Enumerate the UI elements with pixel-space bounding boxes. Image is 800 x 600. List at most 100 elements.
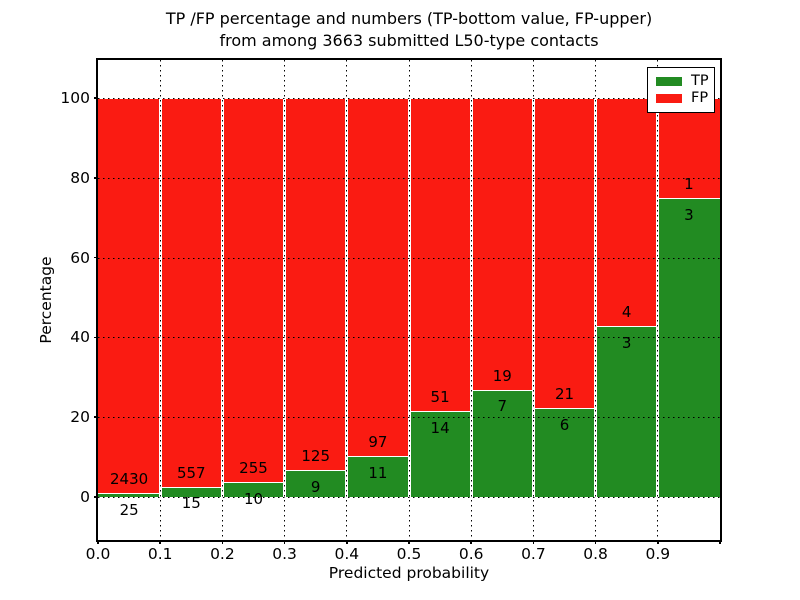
fp-bar-segment [160, 98, 223, 487]
vertical-gridline-dots [470, 60, 472, 540]
fp-count-label: 4 [621, 303, 632, 322]
fp-count-label: 125 [301, 447, 330, 466]
fp-count-label: 255 [239, 458, 268, 477]
x-axis-tick [159, 540, 161, 544]
horizontal-gridline [98, 98, 720, 99]
y-axis-tick [94, 416, 98, 418]
tp-bar-segment [657, 197, 720, 497]
legend: TP FP [647, 67, 715, 113]
tp-count-label: 3 [621, 333, 632, 352]
tp-bar-segment [284, 470, 347, 497]
tp-bar-segment [595, 326, 658, 497]
tp-bar-segment [533, 408, 596, 497]
x-tick-label: 0.2 [210, 545, 235, 563]
x-axis-tick [221, 540, 224, 544]
x-axis-tick [97, 540, 99, 544]
tp-count-label: 25 [119, 500, 139, 519]
y-tick-label: 0 [80, 488, 90, 506]
y-axis-tick [94, 256, 98, 259]
vertical-gridline-dots [595, 60, 597, 540]
tp-bar-segment [409, 411, 472, 497]
horizontal-gridline [98, 337, 720, 339]
x-tick-label: 0.0 [85, 545, 111, 563]
x-tick-label: 0.1 [147, 545, 173, 563]
tp-count-label: 11 [368, 464, 388, 483]
fp-bar-segment [595, 98, 658, 326]
fp-count-label: 21 [554, 385, 575, 404]
tp-bar-segment [346, 456, 409, 497]
fp-count-label: 51 [430, 388, 450, 407]
tp-count-label: 10 [243, 489, 264, 508]
x-axis-tick [532, 540, 535, 544]
fp-count-label: 2430 [110, 469, 149, 488]
vertical-gridline-dots [346, 60, 348, 540]
tp-bar-segment [222, 481, 285, 497]
fp-legend-swatch-icon [656, 94, 682, 103]
chart-title-line2: from among 3663 submitted L50-type conta… [219, 31, 599, 50]
fp-bar-segment [409, 98, 472, 412]
y-tick-label: 60 [70, 248, 90, 267]
x-tick-label: 0.4 [334, 545, 360, 563]
x-tick-label: 0.6 [458, 545, 484, 563]
x-axis-tick [346, 540, 348, 544]
horizontal-gridline [98, 257, 720, 259]
fp-bar-segment [98, 98, 161, 493]
tp-bar-segment [98, 492, 161, 497]
x-axis-tick [657, 540, 659, 544]
fp-bar-segment [346, 98, 409, 457]
x-axis-tick [594, 540, 597, 544]
tp-legend-swatch-icon [656, 77, 682, 86]
horizontal-gridline [98, 177, 720, 179]
tp-count-label: 7 [497, 397, 508, 416]
horizontal-gridline [98, 417, 720, 419]
legend-label-tp: TP [691, 73, 709, 89]
horizontal-gridline [98, 497, 720, 498]
y-tick-label: 40 [70, 328, 90, 347]
fp-count-label: 97 [368, 433, 388, 452]
legend-label-fp: FP [691, 90, 709, 106]
vertical-gridline-dots [408, 60, 410, 540]
vertical-gridline-dots [159, 60, 161, 540]
fp-bar-segment [657, 98, 720, 198]
tp-count-label: 3 [684, 205, 694, 224]
y-axis-tick [94, 496, 98, 498]
vertical-gridline-dots [657, 60, 659, 540]
y-tick-label: 20 [70, 408, 90, 427]
tp-count-label: 6 [559, 416, 570, 435]
y-axis-tick [94, 177, 98, 179]
x-tick-label: 0.8 [583, 545, 608, 563]
x-tick-label: 0.7 [521, 545, 546, 563]
chart-title-line1: TP /FP percentage and numbers (TP-bottom… [165, 9, 653, 28]
y-tick-label: 80 [70, 168, 90, 187]
fp-count-label: 19 [492, 366, 512, 385]
x-axis-tick [470, 540, 472, 544]
x-tick-label: 0.3 [272, 545, 297, 563]
x-axis-tick [408, 540, 410, 544]
x-tick-label: 0.9 [645, 545, 671, 563]
x-axis-label: Predicted probability [328, 564, 490, 582]
tp-count-label: 14 [430, 418, 450, 437]
vertical-gridline-dots [284, 60, 286, 540]
tp-bar-segment [160, 486, 223, 497]
x-tick-label: 0.5 [396, 545, 422, 563]
tp-count-label: 9 [310, 477, 321, 496]
vertical-gridline-dots [532, 60, 534, 540]
y-axis-tick [94, 97, 98, 99]
legend-item-fp: FP [656, 90, 714, 107]
fp-bar-segment [284, 98, 347, 471]
tp-bar-segment [471, 389, 534, 497]
legend-item-tp: TP [656, 73, 714, 90]
x-axis-tick [283, 540, 286, 544]
tp-count-label: 15 [181, 494, 201, 513]
vertical-gridline-dots [221, 60, 223, 540]
y-tick-label: 100 [60, 89, 90, 107]
y-axis-tick [94, 336, 98, 339]
fp-bar-segment [471, 98, 534, 390]
fp-count-label: 557 [176, 463, 206, 482]
fp-bar-segment [533, 98, 596, 409]
x-axis-tick [719, 540, 721, 544]
fp-bar-segment [222, 98, 285, 482]
plot-area: 2430 25 557 15 255 10 125 9 97 11 51 14 19 7 21 6 4 3 1 3 [96, 58, 722, 542]
fp-count-label: 1 [684, 174, 694, 193]
